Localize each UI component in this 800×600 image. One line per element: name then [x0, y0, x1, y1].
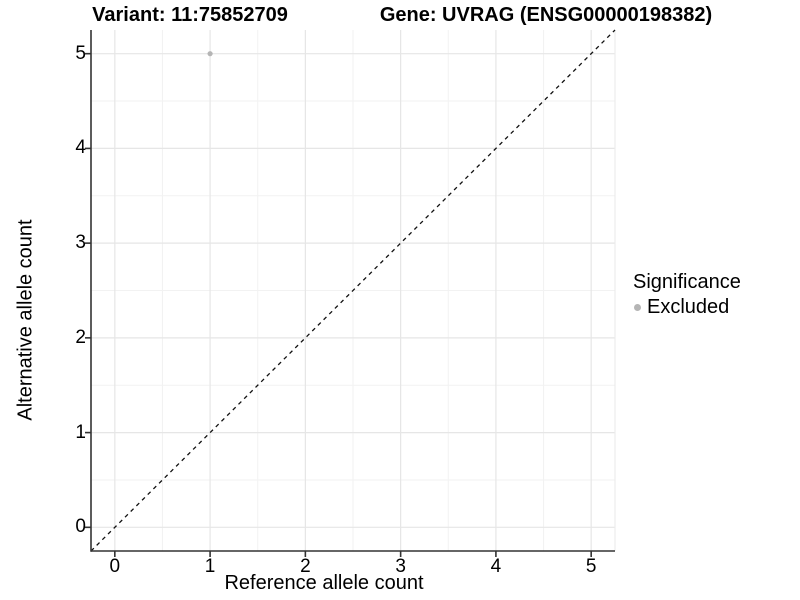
- plot-title-gene: Gene: UVRAG (ENSG00000198382): [379, 4, 713, 26]
- minor-gridlines: [91, 30, 615, 551]
- y-axis-label: Alternative allele count: [14, 219, 37, 421]
- x-tick-label: 0: [109, 556, 121, 577]
- axis-lines: [90, 30, 615, 552]
- x-axis-label: Reference allele count: [224, 572, 424, 594]
- scatter-point: [207, 51, 213, 57]
- x-tick-label: 3: [395, 556, 406, 577]
- x-tick-label: 1: [204, 556, 216, 577]
- legend: Significance Excluded: [630, 271, 741, 319]
- x-tick-label: 2: [300, 556, 311, 577]
- y-tick-label: 1: [75, 421, 86, 443]
- y-tick-label: 2: [75, 326, 86, 348]
- major-gridlines: [91, 30, 615, 551]
- legend-item-excluded: Excluded: [630, 296, 741, 319]
- y-tick-label: 0: [75, 516, 86, 538]
- identity-dashed-line: [90, 29, 616, 552]
- y-tick-label: 4: [75, 137, 86, 159]
- x-tick-label: 4: [490, 556, 502, 577]
- plot-title-variant: Variant: 11:75852709: [92, 4, 288, 26]
- legend-title: Significance: [633, 271, 741, 293]
- data-points: [207, 51, 213, 57]
- y-tick-label: 5: [75, 42, 86, 64]
- axis-tick-marks: [85, 52, 592, 557]
- x-tick-label: 5: [585, 556, 597, 577]
- legend-item-label: Excluded: [647, 296, 730, 318]
- y-tick-label: 3: [75, 232, 86, 254]
- legend-point-swatch: [634, 304, 641, 311]
